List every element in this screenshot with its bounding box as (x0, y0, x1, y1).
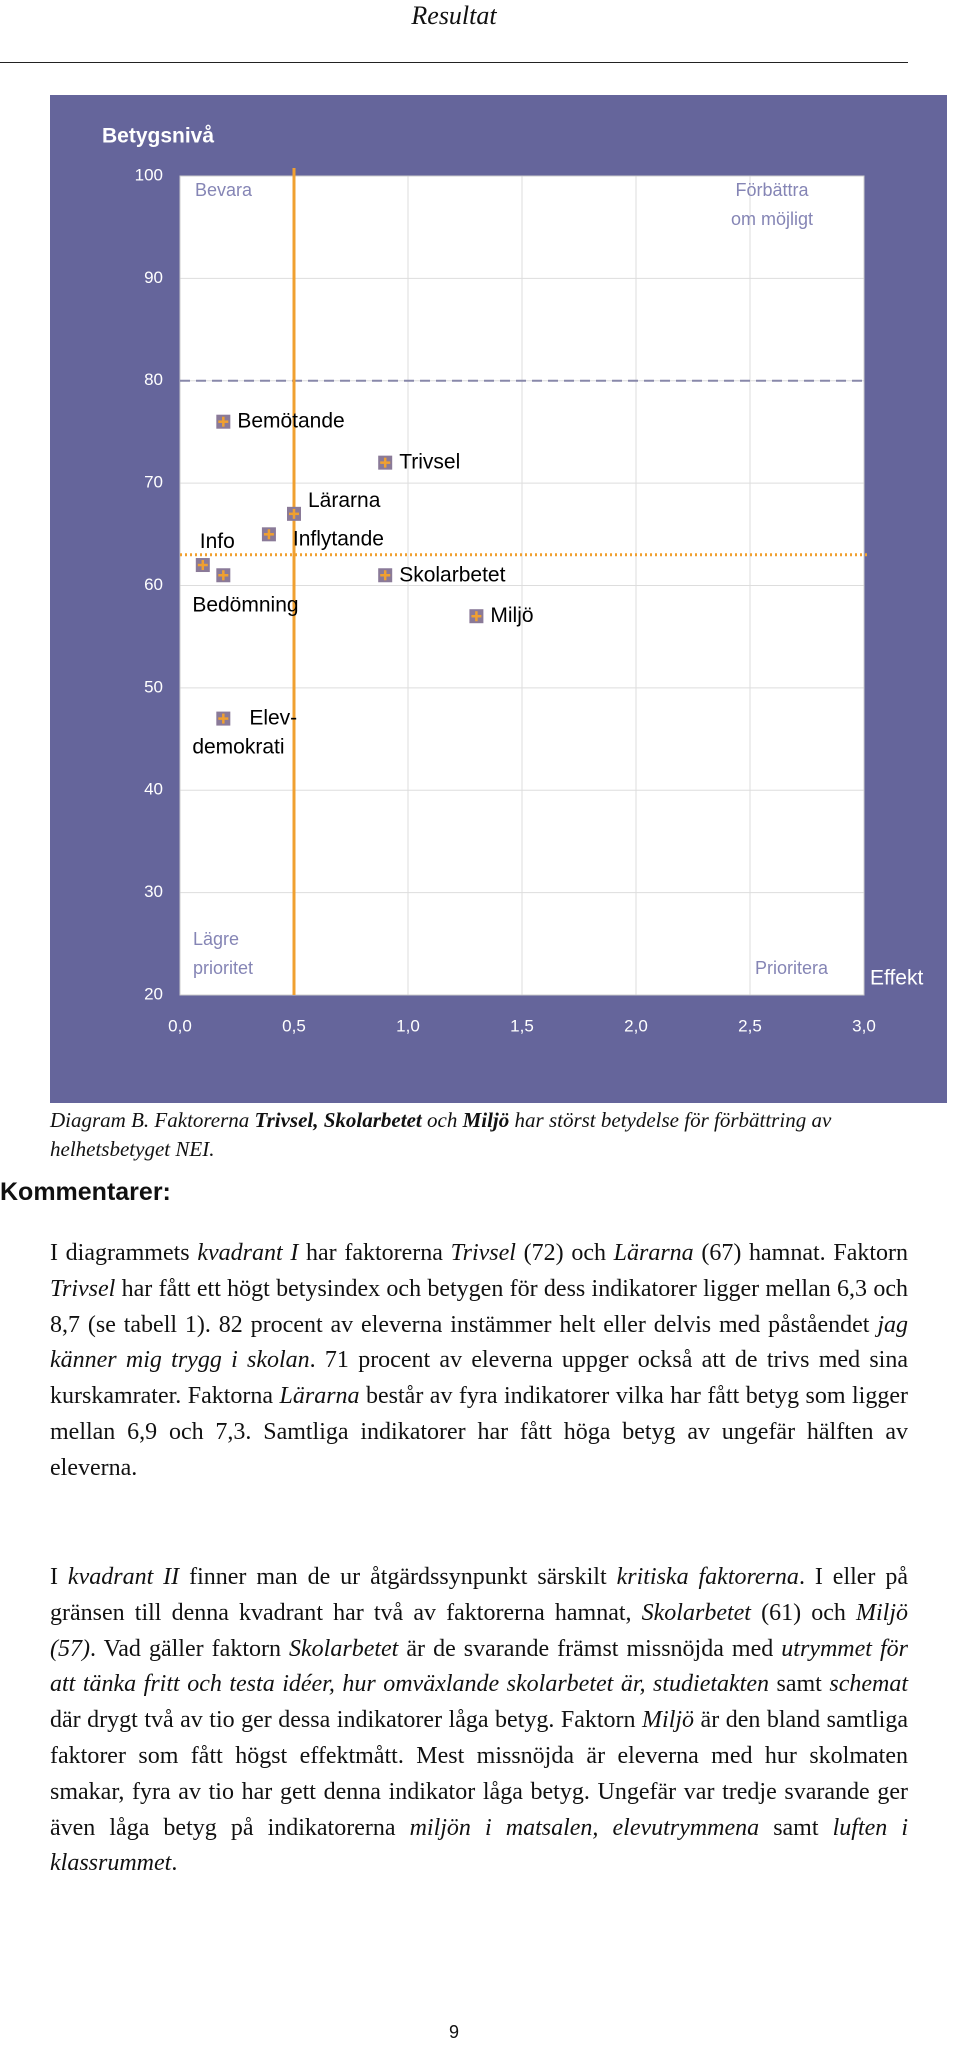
text-run: Diagram B. Faktorerna (50, 1108, 255, 1132)
text-run: har faktorerna (298, 1240, 451, 1266)
text-run: Lärarna (279, 1383, 360, 1410)
y-tick-label: 100 (135, 165, 163, 184)
text-run: Miljö (462, 1108, 510, 1132)
text-run: utrymmet för att tänka fritt och testa i… (50, 1635, 908, 1698)
paragraph: I diagrammets kvadrant I har faktorerna … (50, 1236, 908, 1487)
text-run: är den bland samtliga faktorer som fått … (50, 1707, 908, 1841)
point-label: Skolarbetet (399, 563, 505, 586)
page-number: 9 (448, 2022, 459, 2042)
data-point (469, 609, 484, 624)
x-tick-label: 2,5 (738, 1016, 762, 1035)
text-run: miljön i matsalen, elevutrymmena (409, 1814, 760, 1841)
y-tick-label: 70 (144, 473, 163, 492)
text-run: kvadrant II (67, 1564, 180, 1590)
text-run: har störst betydelse för förbättring av … (50, 1108, 832, 1161)
y-axis-title: Betygsnivå (102, 125, 214, 148)
data-point (216, 711, 231, 726)
text-run: I diagrammets (50, 1240, 198, 1266)
text-run: Miljö (642, 1707, 695, 1734)
paragraph: I kvadrant II finner man de ur åtgärdssy… (50, 1560, 908, 1882)
quadrant-label: Lägre prioritet (193, 929, 253, 978)
data-point (378, 455, 393, 470)
text-run: I (50, 1564, 68, 1590)
plot-border (179, 175, 865, 996)
text-run: . 71 procent av eleverna uppger också at… (50, 1347, 908, 1410)
point-label: Bedömning (192, 593, 298, 616)
text-run: Trivsel (450, 1240, 516, 1266)
text-run: Skolarbetet (641, 1599, 751, 1626)
text-run: (67) hamnat. Faktorn (693, 1240, 909, 1266)
text-run: . (171, 1850, 178, 1877)
point-label: Lärarna (308, 488, 381, 511)
text-run: är de svarande främst missnöjda med (398, 1635, 782, 1662)
section-title: Kommentarer: (0, 1178, 171, 1206)
text-run: finner man de ur åtgärdssynpunkt särskil… (179, 1564, 617, 1590)
text-run: . Vad gäller faktorn (89, 1635, 290, 1662)
data-point (287, 506, 301, 521)
text-run: kritiska fakto­rerna (616, 1564, 799, 1590)
y-tick-label: 20 (144, 984, 163, 1003)
quadrant-label: Förbättra om möjligt (731, 180, 813, 229)
text-run: Miljö (57) (50, 1599, 909, 1662)
text-run: luften i klassrummet (50, 1814, 909, 1877)
point-label: Trivsel (399, 450, 460, 473)
text-run: Trivsel (50, 1275, 116, 1302)
text-run: (61) och (750, 1599, 857, 1626)
x-tick-label: 3,0 (852, 1016, 876, 1035)
point-label: Bemötande (237, 409, 344, 432)
text-run: Lärarna (613, 1240, 694, 1266)
point-label: Elev-demokrati (192, 706, 297, 758)
y-tick-label: 30 (144, 882, 163, 901)
point-label: Miljö (490, 604, 533, 627)
x-tick-label: 0,0 (168, 1016, 192, 1035)
y-tick-label: 60 (144, 575, 163, 594)
x-tick-label: 0,5 (282, 1016, 306, 1035)
y-tick-label: 50 (144, 677, 163, 696)
text-run: jag känner mig trygg i skolan (50, 1311, 908, 1374)
text-run: Skolarbetet (289, 1635, 399, 1662)
point-label: Inflytande (293, 527, 384, 550)
y-tick-label: 90 (144, 268, 163, 287)
data-point (216, 414, 231, 429)
text-run: Trivsel, Skolarbetet (254, 1108, 422, 1132)
text-run: samt (759, 1814, 833, 1841)
x-axis-title: Effekt (870, 967, 923, 990)
y-tick-label: 40 (144, 780, 163, 799)
running-header: Resultat (411, 1, 497, 30)
figure-caption: Diagram B. Faktorerna Trivsel, Skolarbet… (50, 1106, 880, 1164)
text-run: består av fyra indikatorer vilka har fåt… (50, 1383, 908, 1481)
x-tick-label: 1,0 (396, 1016, 420, 1035)
text-run: där drygt två av tio ger dessa indikator… (50, 1707, 643, 1734)
text-run: samt (769, 1671, 830, 1698)
quadrant-label: Bevara (195, 180, 253, 200)
data-point (195, 558, 210, 573)
header-rule (0, 62, 908, 63)
text-run: . I eller på gränsen till denna kvadrant… (50, 1564, 909, 1626)
text-run: och (421, 1108, 463, 1132)
x-tick-label: 2,0 (624, 1016, 648, 1035)
data-point (378, 568, 393, 583)
text-run: (72) och (515, 1240, 614, 1266)
text-run: schemat (829, 1671, 909, 1698)
data-point (261, 527, 276, 542)
text-run: har fått ett högt betysindex och betygen… (50, 1275, 908, 1338)
text-run: kvadrant I (197, 1240, 299, 1266)
x-tick-label: 1,5 (510, 1016, 534, 1035)
y-tick-label: 80 (144, 370, 163, 389)
data-point (216, 568, 231, 583)
point-label: Info (200, 530, 235, 553)
chart: Betygsnivå Effekt 20 30 40 50 60 70 80 90 100 0,0… (50, 95, 947, 1103)
quadrant-label: Prioritera (755, 958, 829, 978)
